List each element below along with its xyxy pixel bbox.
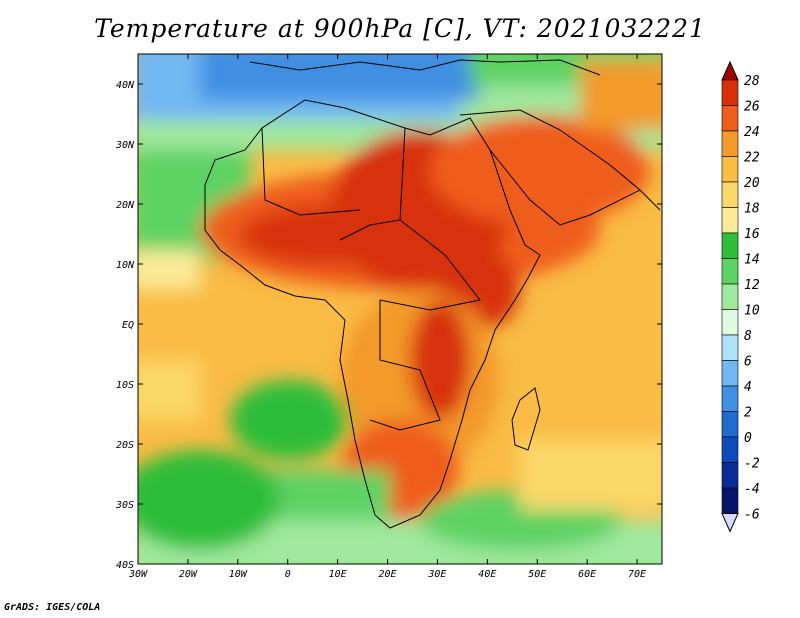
colorbar-label: 4 xyxy=(744,380,752,395)
colorbar-segment xyxy=(721,207,739,234)
colorbar-label: 14 xyxy=(744,253,760,268)
map-frame xyxy=(137,53,663,565)
lat-label: 20S xyxy=(116,440,134,451)
colorbar-segment xyxy=(721,334,739,361)
colorbar-label: 22 xyxy=(744,151,760,166)
colorbar-segment xyxy=(721,79,739,106)
colorbar-label: -4 xyxy=(744,482,760,497)
lon-label: 30W xyxy=(128,569,148,580)
colorbar-label: -2 xyxy=(744,457,760,472)
colorbar-label: 8 xyxy=(744,329,752,344)
colorbar-label: 24 xyxy=(744,125,760,140)
colorbar-label: 28 xyxy=(744,74,760,89)
lat-label: 20N xyxy=(116,200,135,211)
lat-label: EQ xyxy=(122,320,134,331)
lon-label: 10W xyxy=(229,569,248,580)
coastlines xyxy=(204,59,661,529)
colorbar-segment xyxy=(721,411,739,438)
colorbar-label: 18 xyxy=(744,202,760,217)
colorbar-label: 26 xyxy=(744,100,760,115)
lat-label: 10N xyxy=(116,260,135,271)
colorbar-segment xyxy=(721,385,739,412)
lon-label: 10E xyxy=(329,569,347,580)
colorbar-segment xyxy=(721,462,739,489)
colorbar-label: 12 xyxy=(744,278,760,293)
colorbar-segment xyxy=(721,436,739,463)
lon-label: 20E xyxy=(378,569,396,580)
colorbar-label: 0 xyxy=(744,431,752,446)
colorbar-label: 20 xyxy=(744,176,760,191)
colorbar-segment xyxy=(721,258,739,285)
colorbar-segment xyxy=(721,232,739,259)
colorbar-label: 6 xyxy=(744,355,752,370)
axis-ticks xyxy=(137,54,662,565)
lon-label: 0 xyxy=(285,569,291,580)
lon-label: 20W xyxy=(179,569,198,580)
colorbar-segment xyxy=(721,105,739,132)
colorbar-label: -6 xyxy=(744,508,760,523)
colorbar-label: 10 xyxy=(744,304,760,319)
lon-label: 60E xyxy=(578,569,596,580)
colorbar-segment xyxy=(721,283,739,310)
lon-label: 50E xyxy=(528,569,546,580)
lat-label: 40N xyxy=(116,80,135,91)
lat-label: 40S xyxy=(116,560,134,571)
colorbar xyxy=(721,60,739,533)
lat-label: 30N xyxy=(115,140,135,151)
latitude-labels: 40N 30N 20N 10N EQ 10S 20S 30S 40S xyxy=(115,80,135,571)
colorbar-label: 2 xyxy=(744,406,752,421)
colorbar-label: 16 xyxy=(744,227,760,242)
lon-label: 40E xyxy=(478,569,496,580)
colorbar-segment xyxy=(721,487,739,514)
lat-label: 10S xyxy=(116,380,134,391)
colorbar-bottom-arrow xyxy=(721,513,739,533)
colorbar-segment xyxy=(721,309,739,336)
colorbar-segment xyxy=(721,130,739,157)
lon-label: 30E xyxy=(427,569,446,580)
colorbar-segment xyxy=(721,181,739,208)
longitude-labels: 30W 20W 10W 0 10E 20E 30E 40E 50E 60E 70E xyxy=(128,569,646,580)
credit-text: GrADS: IGES/COLA xyxy=(4,602,101,613)
lon-label: 70E xyxy=(628,569,646,580)
colorbar-segment xyxy=(721,156,739,183)
map-title: Temperature at 900hPa [C], VT: 202103222… xyxy=(94,14,706,43)
temperature-field xyxy=(138,54,662,564)
lat-label: 30S xyxy=(115,500,134,511)
colorbar-top-arrow xyxy=(721,60,739,81)
colorbar-segment xyxy=(721,360,739,387)
